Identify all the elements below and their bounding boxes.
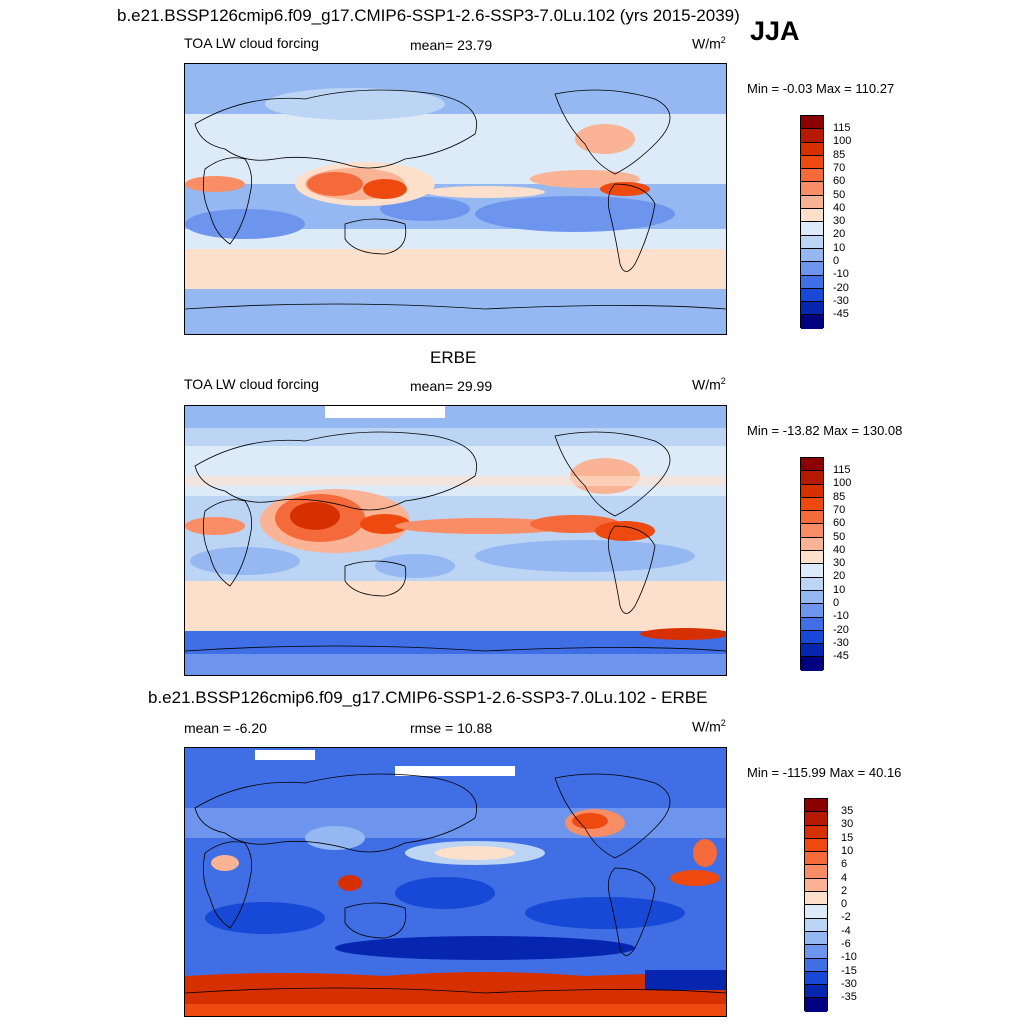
- panel-3-minmax: Min = -115.99 Max = 40.16: [747, 765, 902, 780]
- cbar-3-label: 10: [841, 844, 854, 857]
- panel-2-mean: mean= 29.99: [410, 378, 493, 394]
- cbar-2-label: -10: [833, 610, 849, 623]
- cbar-2-label: 70: [833, 503, 846, 516]
- cbar-1-label: 0: [833, 255, 840, 267]
- cbar-2-label: 60: [833, 517, 846, 530]
- cbar-3-label: -6: [841, 938, 851, 950]
- cbar-1-label: 85: [833, 148, 846, 161]
- cbar-1-label: 30: [833, 215, 846, 228]
- panel-3-rmse: rmse = 10.88: [410, 720, 493, 736]
- panel-3-units: W/m2: [692, 718, 726, 735]
- cbar-3-label: 30: [841, 818, 854, 831]
- cbar-1-label: 10: [833, 241, 846, 254]
- panel-1-title: b.e21.BSSP126cmip6.f09_g17.CMIP6-SSP1-2.…: [117, 6, 740, 25]
- panel-2-field-label: TOA LW cloud forcing: [184, 376, 319, 392]
- panel-1-map: [184, 63, 727, 335]
- panel-2-colorbar: [800, 457, 824, 671]
- panel-1-minmax: Min = -0.03 Max = 110.27: [747, 81, 895, 96]
- cbar-3-label: -2: [841, 911, 851, 924]
- panel-3-map: [184, 747, 727, 1017]
- panel-1-field-label: TOA LW cloud forcing: [184, 35, 319, 51]
- cbar-2-label: 85: [833, 490, 846, 503]
- panel-1-colorbar: [800, 115, 824, 329]
- cbar-3-label: 15: [841, 831, 854, 844]
- cbar-2-label: 100: [833, 477, 852, 490]
- panel-3-colorbar: [804, 798, 828, 1012]
- cbar-3-label: 4: [841, 871, 848, 884]
- cbar-3-label: 2: [841, 884, 848, 897]
- cbar-1-label: 40: [833, 201, 846, 214]
- cbar-2-label: -45: [833, 650, 849, 663]
- cbar-1-label: -45: [833, 308, 849, 321]
- panel-2-minmax: Min = -13.82 Max = 130.08: [747, 423, 903, 438]
- panel-2-units: W/m2: [692, 376, 726, 393]
- cbar-2-label: 0: [833, 597, 840, 609]
- cbar-1-label: 115: [833, 122, 851, 134]
- cbar-1-label: 20: [833, 228, 846, 241]
- cbar-1-label: -10: [833, 268, 849, 281]
- panel-3-title: b.e21.BSSP126cmip6.f09_g17.CMIP6-SSP1-2.…: [148, 688, 708, 707]
- cbar-3-label: 35: [841, 805, 854, 817]
- cbar-2-label: 40: [833, 543, 846, 556]
- cbar-3-label: -30: [841, 977, 857, 990]
- cbar-2-label: -20: [833, 623, 849, 636]
- cbar-1-label: 60: [833, 175, 846, 188]
- cbar-3-label: -35: [841, 991, 857, 1004]
- cbar-2-label: 50: [833, 530, 846, 543]
- cbar-1-label: -20: [833, 281, 849, 294]
- cbar-1-label: -30: [833, 294, 849, 307]
- panel-1-units: W/m2: [692, 35, 726, 52]
- cbar-1-label: 50: [833, 188, 846, 201]
- cbar-3-label: -15: [841, 964, 857, 977]
- cbar-3-label: -10: [841, 951, 857, 964]
- cbar-1-label: 100: [833, 135, 852, 148]
- cbar-3-label: 0: [841, 898, 848, 911]
- cbar-2-label: -30: [833, 636, 849, 649]
- cbar-2-label: 30: [833, 557, 846, 570]
- cbar-2-label: 115: [833, 464, 851, 476]
- season-label: JJA: [750, 16, 800, 46]
- cbar-1-label: 70: [833, 161, 846, 174]
- cbar-3-label: -4: [841, 924, 851, 937]
- cbar-2-label: 10: [833, 583, 846, 596]
- panel-3-mean: mean = -6.20: [184, 720, 267, 736]
- panel-1-mean: mean= 23.79: [410, 37, 493, 53]
- panel-2-map: [184, 405, 727, 676]
- panel-2-title: ERBE: [430, 348, 477, 367]
- cbar-2-label: 20: [833, 570, 846, 583]
- cbar-3-label: 6: [841, 858, 848, 871]
